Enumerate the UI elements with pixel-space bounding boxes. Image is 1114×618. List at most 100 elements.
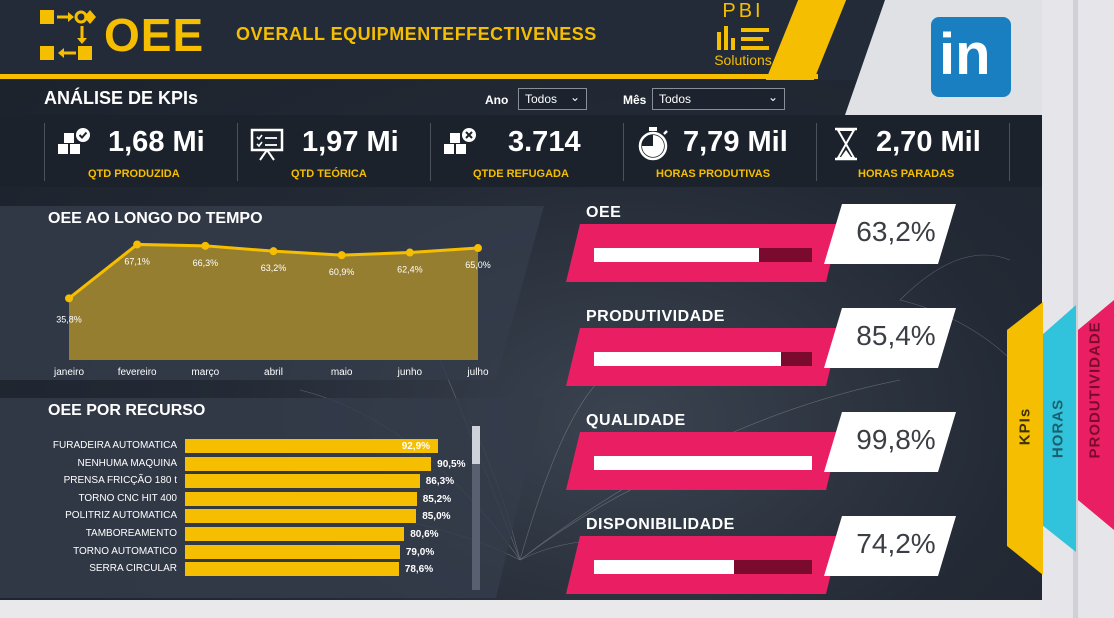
gauge-value: 85,4% [856, 320, 936, 351]
tab-kpis[interactable]: KPIs [1007, 0, 1043, 618]
presentation-board-icon [250, 128, 284, 161]
gauge-title: QUALIDADE [586, 412, 686, 429]
hourglass-icon [835, 127, 857, 161]
resource-label: TORNO AUTOMATICO [73, 545, 177, 557]
tab-kpis-shape [1007, 302, 1043, 575]
resource-value: 79,0% [405, 546, 435, 558]
kpi-divider [816, 123, 817, 181]
resource-bar[interactable] [185, 544, 400, 559]
data-point[interactable] [337, 251, 346, 260]
gauge-oee: OEE 63,2% [566, 204, 978, 292]
x-tick-label: fevereiro [118, 367, 157, 378]
data-point[interactable] [474, 244, 482, 253]
tab-produtividade-shape [1075, 0, 1114, 618]
resource-value: 86,3% [425, 476, 455, 488]
process-flow-icon [40, 10, 96, 60]
kpi-divider [44, 123, 45, 181]
kpi-divider [430, 123, 431, 181]
pbi-solutions-logo: PBI Solutions [708, 0, 778, 74]
x-tick-label: maio [331, 367, 353, 378]
gauge-value-box: 99,8% [824, 412, 956, 472]
x-tick-label: julho [466, 367, 489, 378]
gauge-value-box: 63,2% [824, 204, 956, 264]
data-label: 66,3% [193, 258, 219, 268]
resource-list-scrollbar[interactable] [472, 426, 480, 590]
resource-value: 85,2% [422, 493, 452, 505]
boxes-check-icon [58, 128, 90, 154]
kpi-value: 2,70 Mil [876, 126, 981, 158]
data-point[interactable] [65, 294, 73, 303]
kpi-label: HORAS PARADAS [858, 168, 955, 180]
data-point[interactable] [201, 241, 210, 250]
kpi-card-horas-produtivas: 7,79 Mil HORAS PRODUTIVAS [623, 115, 816, 187]
resource-value: 80,6% [410, 529, 439, 540]
tab-horas[interactable]: HORAS [1040, 0, 1078, 618]
oee-by-resource-panel: OEE POR RECURSO FURADEIRA AUTOMATICA 92,9… [0, 398, 544, 598]
gauge-value: 63,2% [856, 216, 936, 247]
resource-bar[interactable] [185, 562, 399, 577]
tab-kpis-label: KPIs [1016, 407, 1034, 446]
resource-bar[interactable] [185, 491, 417, 506]
data-point[interactable] [269, 247, 278, 256]
resource-value: 85,0% [422, 511, 451, 523]
x-tick-label: março [191, 367, 219, 378]
gauge-disponibilidade: DISPONIBILIDADE 74,2% [566, 516, 978, 600]
resource-bar[interactable] [185, 456, 432, 471]
kpi-label: QTD PRODUZIDA [88, 168, 180, 180]
gauge-track [594, 560, 812, 574]
filter-label-ano: Ano [485, 93, 509, 107]
filter-select-ano[interactable]: Todos ⌄ [518, 88, 587, 110]
kpi-card-qtd-teorica: 1,97 Mi QTD TEÓRICA [237, 115, 430, 187]
filter-label-mes: Mês [623, 93, 647, 107]
kpi-value: 1,68 Mi [108, 126, 205, 158]
data-point[interactable] [133, 240, 142, 249]
oee-area-fill [69, 244, 478, 360]
resource-bar[interactable] [185, 527, 405, 541]
oee-line-chart: 35,8% janeiro 67,1% fevereiro 66,3% março 63,2… [53, 240, 491, 378]
linkedin-icon: in [939, 22, 991, 87]
app-subtitle: OVERALL EQUIPMENTEFFECTIVENESS [236, 24, 597, 44]
gauge-produtividade: PRODUTIVIDADE 85,4% [566, 308, 978, 396]
filter-select-mes[interactable]: Todos ⌄ [652, 88, 785, 110]
gauge-fill [594, 352, 782, 366]
kpi-value: 7,79 Mil [683, 126, 788, 158]
resource-label: FURADEIRA AUTOMATICA [52, 440, 177, 451]
gauge-value: 99,8% [856, 424, 936, 455]
kpi-label: HORAS PRODUTIVAS [656, 168, 771, 180]
kpi-value: 3.714 [508, 126, 581, 158]
resource-bar[interactable] [185, 439, 438, 453]
resource-label: POLITRIZ AUTOMATICA [65, 510, 177, 522]
gauge-qualidade: QUALIDADE 99,8% [566, 412, 978, 500]
resource-bar[interactable] [185, 474, 420, 489]
header-accent-stripe [0, 74, 818, 79]
scrollbar-thumb[interactable] [472, 426, 480, 464]
resource-label: TAMBOREAMENTO [85, 528, 177, 539]
linkedin-button[interactable]: in [931, 17, 1011, 97]
tab-produtividade[interactable]: PRODUTIVIDADE [1075, 0, 1114, 618]
data-label: 35,8% [56, 314, 82, 324]
gauge-fill [594, 560, 734, 574]
resource-value: 92,9% [401, 441, 431, 452]
resource-value: 78,6% [404, 564, 434, 576]
kpi-divider [623, 123, 624, 181]
kpi-value: 1,97 Mi [302, 126, 399, 158]
filter-value-mes: Todos [659, 92, 692, 106]
x-tick-label: abril [264, 367, 283, 378]
resource-label: PRENSA FRICÇÃO 180 t [63, 475, 177, 487]
filter-value-ano: Todos [525, 92, 558, 106]
kpi-card-qtd-produzida: 1,68 Mi QTD PRODUZIDA [44, 115, 237, 187]
x-tick-label: janeiro [53, 367, 84, 378]
gauge-title: OEE [586, 204, 622, 221]
data-point[interactable] [405, 248, 414, 257]
gauge-title: DISPONIBILIDADE [586, 516, 735, 533]
data-label: 60,9% [329, 267, 355, 277]
resource-bar[interactable] [185, 509, 417, 524]
data-label: 63,2% [261, 263, 287, 273]
dashboard-canvas: OEE OVERALL EQUIPMENTEFFECTIVENESS PBI S… [0, 0, 1042, 600]
gauge-fill [594, 456, 812, 470]
data-label: 67,1% [124, 256, 150, 266]
boxes-x-icon [444, 128, 476, 154]
kpi-label: QTD TEÓRICA [291, 168, 367, 180]
oee-over-time-title: OEE AO LONGO DO TEMPO [48, 210, 263, 227]
gauge-track [594, 248, 812, 262]
